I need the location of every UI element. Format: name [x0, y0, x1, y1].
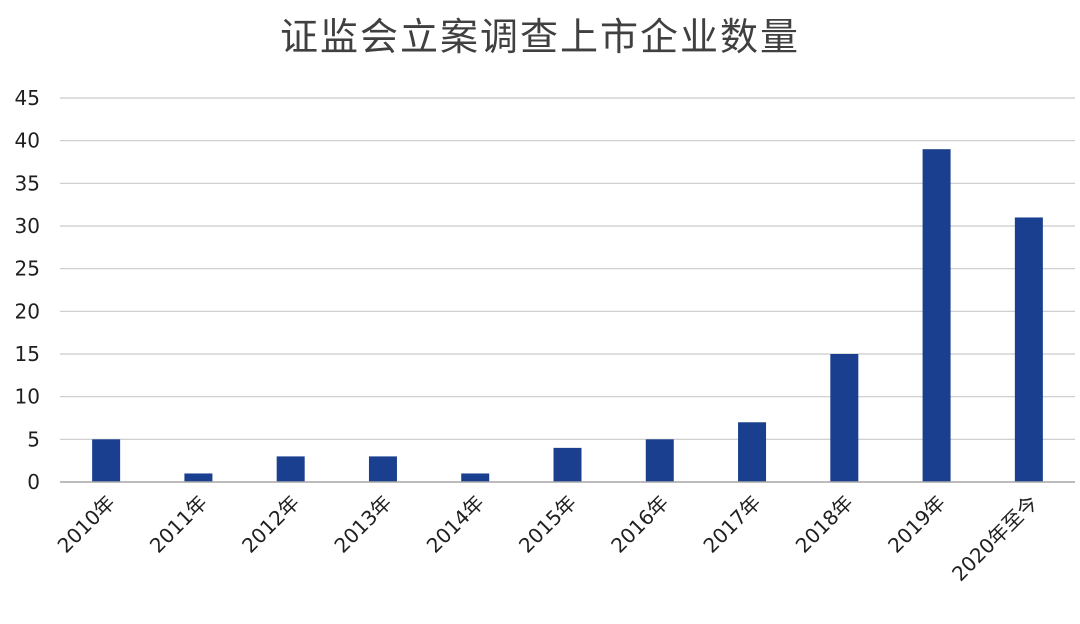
- chart-title: 证监会立案调查上市企业数量: [279, 15, 800, 59]
- bar: [1014, 217, 1043, 482]
- y-tick-label: 25: [15, 257, 40, 281]
- y-tick-label: 10: [15, 385, 40, 409]
- x-tick-label: 2020年至今: [947, 491, 1042, 586]
- bar: [276, 456, 305, 482]
- bar: [92, 439, 121, 482]
- y-axis-ticks: 0 5 10 15 20 25 30 35 40 45: [15, 86, 40, 494]
- x-tick-label: 2016年: [606, 491, 673, 558]
- x-tick-label: 2015年: [514, 491, 581, 558]
- x-tick-label: 2017年: [698, 491, 765, 558]
- bar: [184, 473, 213, 482]
- bar: [830, 354, 859, 482]
- x-tick-label: 2011年: [145, 491, 212, 558]
- y-tick-label: 0: [27, 470, 40, 494]
- x-tick-label: 2018年: [791, 491, 858, 558]
- bar: [368, 456, 397, 482]
- x-tick-label: 2010年: [53, 491, 120, 558]
- y-tick-label: 5: [27, 427, 40, 451]
- x-tick-label: 2012年: [237, 491, 304, 558]
- bar: [645, 439, 674, 482]
- x-tick-label: 2019年: [883, 491, 950, 558]
- bar: [553, 447, 582, 482]
- bar: [922, 149, 951, 482]
- y-tick-label: 15: [15, 342, 40, 366]
- x-tick-label: 2014年: [422, 491, 489, 558]
- y-tick-label: 30: [15, 214, 40, 238]
- y-tick-label: 20: [15, 299, 40, 323]
- x-axis-labels: 2010年 2011年 2012年 2013年 2014年 2015年 2016年 2017年…: [53, 491, 1043, 586]
- x-tick-label: 2013年: [329, 491, 396, 558]
- gridlines: [60, 97, 1075, 440]
- bar: [738, 422, 767, 482]
- bars: [92, 149, 1043, 482]
- y-tick-label: 45: [15, 86, 40, 110]
- bar: [461, 473, 490, 482]
- y-tick-label: 35: [15, 171, 40, 195]
- y-tick-label: 40: [15, 129, 40, 153]
